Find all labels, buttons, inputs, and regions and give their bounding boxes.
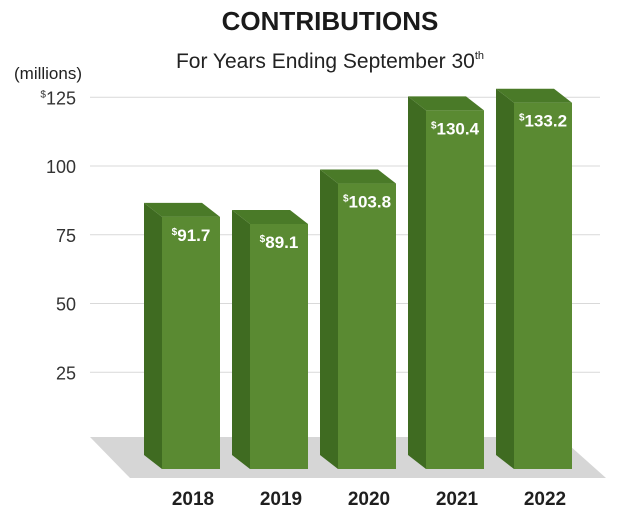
data-label: $103.8 xyxy=(343,193,391,212)
bar-side xyxy=(408,96,426,470)
chart-title: CONTRIBUTIONS xyxy=(222,6,439,36)
chart-subtitle-text: For Years Ending September 30 xyxy=(176,50,475,73)
y-tick-label: 50 xyxy=(56,295,76,315)
bar-front xyxy=(514,102,572,469)
data-labels: $91.7 $89.1 $103.8 $130.4 $133.2 xyxy=(172,112,567,252)
y-tick-label: 75 xyxy=(56,226,76,246)
data-label: $89.1 xyxy=(260,233,299,252)
bar-side xyxy=(496,88,514,469)
chart-subtitle-superscript: th xyxy=(475,50,484,62)
bar-top xyxy=(408,96,484,111)
data-label-currency: $ xyxy=(431,120,437,131)
x-category-label: 2021 xyxy=(436,489,479,510)
data-label: $91.7 xyxy=(172,226,211,245)
bar-2022 xyxy=(496,88,572,469)
bar-front xyxy=(162,216,220,469)
x-category-label: 2022 xyxy=(524,489,566,510)
bar-top xyxy=(320,169,396,184)
y-tick-label: 25 xyxy=(56,363,76,383)
bar-2019 xyxy=(232,209,308,469)
chart-subtitle: For Years Ending September 30th xyxy=(176,50,484,73)
bar-top xyxy=(144,202,220,217)
x-axis-categories: 2018 2019 2020 2021 2022 xyxy=(172,489,566,510)
bar-side xyxy=(320,169,338,470)
x-category-label: 2019 xyxy=(260,489,302,510)
bar-top xyxy=(232,209,308,224)
x-category-label: 2018 xyxy=(172,489,214,510)
bar-2018 xyxy=(144,202,220,469)
unit-label: (millions) xyxy=(14,64,82,83)
bar-2021 xyxy=(408,96,484,470)
bar-top xyxy=(496,88,572,103)
y-axis-ticks: 25 50 75 100 $125 xyxy=(40,88,76,383)
data-label: $130.4 xyxy=(431,119,480,138)
data-label-currency: $ xyxy=(260,234,266,245)
y-tick-label: 100 xyxy=(46,157,76,177)
data-label-currency: $ xyxy=(519,113,525,124)
y-tick-currency: $ xyxy=(40,89,46,100)
bar-front xyxy=(426,110,484,470)
bar-front xyxy=(338,183,396,470)
y-tick-label: $125 xyxy=(40,88,76,108)
data-label: $133.2 xyxy=(519,112,567,131)
bar-front xyxy=(250,223,308,469)
bars xyxy=(144,88,572,470)
x-category-label: 2020 xyxy=(348,489,390,510)
data-label-currency: $ xyxy=(343,194,349,205)
bar-side xyxy=(144,202,162,469)
data-label-currency: $ xyxy=(172,227,178,238)
bar-2020 xyxy=(320,169,396,470)
bar-side xyxy=(232,209,250,469)
